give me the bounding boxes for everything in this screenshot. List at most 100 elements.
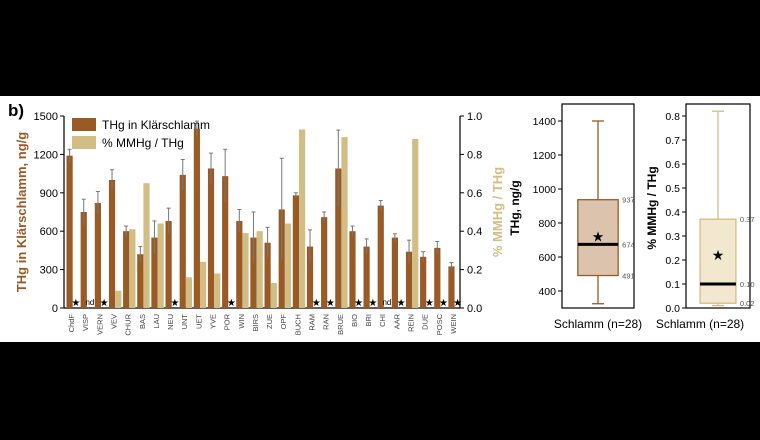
- box-ytick-label: 1400: [533, 116, 557, 128]
- bar-thg: [335, 168, 342, 308]
- bar-thg: [349, 231, 356, 308]
- bar-thg: [306, 246, 314, 308]
- x-tick-label: ZUE: [265, 314, 274, 329]
- right-ytick-label: 1.0: [467, 111, 482, 123]
- iqr-box: [699, 218, 737, 304]
- bar-thg: [321, 217, 328, 308]
- x-tick-label: DUE: [421, 314, 430, 330]
- x-tick-label: UNT: [180, 314, 189, 330]
- x-tick-label: UET: [194, 314, 203, 329]
- nd-marker: nd: [382, 298, 391, 307]
- box-plot-thg-ylabel: THg, ng/g: [508, 180, 522, 235]
- box-ytick-label: 800: [538, 218, 556, 230]
- box-ytick-label: 0.2: [665, 255, 680, 267]
- right-ytick-label: 0.8: [467, 149, 482, 161]
- bar-thg: [108, 180, 116, 308]
- x-tick-label: CHI: [378, 314, 387, 327]
- star-marker: ★: [227, 298, 236, 309]
- x-tick-label: YVE: [209, 314, 218, 329]
- bar-mmhg: [214, 273, 221, 308]
- panel-label: b): [8, 101, 24, 120]
- box-ytick-label: 0.0: [665, 303, 680, 315]
- bar-mmhg: [185, 277, 193, 308]
- x-tick-label: VERN: [95, 314, 104, 335]
- x-tick-label: REIN: [407, 314, 416, 332]
- x-tick-label: POR: [223, 313, 232, 330]
- bar-thg: [236, 220, 243, 308]
- left-ytick-label: 1200: [34, 149, 58, 161]
- bar-thg: [363, 246, 370, 308]
- bar-thg: [151, 237, 158, 308]
- bar-thg: [250, 237, 257, 308]
- box-plot-thg: 400 600 800 1000 1200 1400 ★ 937 674 491 THg, ng/…: [508, 103, 642, 331]
- iqr-box: [577, 199, 619, 277]
- bar-thg: [264, 242, 271, 308]
- left-ytick-label: 1500: [34, 111, 58, 123]
- bar-thg: [292, 195, 299, 308]
- box-value-label: 0.10: [740, 280, 755, 289]
- mean-marker: ★: [592, 229, 605, 245]
- bar-thg: [391, 237, 398, 308]
- bar-thg: [377, 205, 384, 308]
- star-marker: ★: [326, 298, 335, 309]
- box-ytick-label: 0.7: [665, 135, 680, 147]
- x-tick-label: BRUE: [336, 314, 345, 335]
- bar-mmhg: [284, 223, 292, 308]
- box-ytick-label: 0.5: [665, 183, 680, 195]
- bar-mmhg: [115, 290, 122, 308]
- left-ytick-label: 0: [52, 303, 58, 315]
- box-ytick-label: 0.6: [665, 159, 680, 171]
- box-value-label: 0.02: [740, 299, 755, 308]
- star-marker: ★: [439, 298, 448, 309]
- box-ytick-label: 600: [538, 252, 556, 264]
- box-value-label: 937: [622, 196, 635, 205]
- bar-thg: [80, 212, 87, 308]
- bar-thg: [434, 247, 441, 308]
- bar-thg: [420, 256, 427, 308]
- legend-label-thg: THg in Klärschlamm: [102, 118, 210, 132]
- box-plot-mmhg: 0.0 0.1 0.2 0.3 0.4 0.5 0.6 0.7 0.8 ★ 0.37 0.10 0.02…: [645, 103, 755, 331]
- bar-thg: [123, 231, 130, 308]
- right-ytick-label: 0.4: [467, 226, 482, 238]
- bar-mmhg: [157, 223, 164, 308]
- box-value-label: 674: [622, 240, 635, 249]
- bar-thg: [193, 128, 200, 308]
- bar-thg: [207, 168, 215, 308]
- star-marker: ★: [453, 298, 462, 309]
- bar-thg: [66, 155, 73, 308]
- bar-thg: [448, 266, 455, 308]
- legend-swatch-thg: [72, 118, 96, 131]
- box-ytick-label: 0.8: [665, 111, 680, 123]
- box-value-label: 0.37: [740, 215, 755, 224]
- bar-mmhg: [242, 233, 249, 308]
- star-marker: ★: [100, 298, 109, 309]
- bar-thg: [165, 220, 172, 308]
- bar-mmhg: [143, 183, 150, 308]
- x-tick-label: VISP: [81, 314, 90, 331]
- x-tick-label: POSC: [435, 313, 444, 335]
- x-tick-label: CHUR: [124, 313, 133, 335]
- box-ytick-label: 0.3: [665, 231, 680, 243]
- right-ytick-label: 0.0: [467, 303, 482, 315]
- nd-marker: nd: [85, 298, 94, 307]
- x-tick-label: BAS: [138, 314, 147, 329]
- bar-thg: [137, 254, 144, 308]
- star-marker: ★: [354, 298, 363, 309]
- box-plot-thg-xlabel: Schlamm (n=28): [554, 317, 642, 331]
- x-tick-label: AAR: [392, 313, 401, 329]
- x-tick-label: VEV: [110, 314, 119, 329]
- x-tick-label: OPF: [279, 314, 288, 330]
- x-tick-label: RAM: [308, 314, 317, 331]
- bar-mmhg: [270, 283, 277, 308]
- right-axis-label: % MMHg / THg: [490, 167, 505, 257]
- bar-mmhg: [256, 231, 263, 308]
- bar-thg: [222, 176, 229, 308]
- box-value-label: 491: [622, 272, 635, 281]
- left-ytick-label: 900: [40, 188, 58, 200]
- box-plot-thg-frame: [561, 103, 635, 309]
- figure-svg: b) 0 300 600 900 1200 1500 0.0 0.2 0.4 0.6 0.8 1.0 ★…: [8, 101, 755, 336]
- bar-mmhg: [199, 261, 207, 308]
- x-tick-label: RAN: [322, 314, 331, 330]
- box-plot-mmhg-ylabel: % MMHg / THg: [645, 166, 659, 249]
- bar-thg: [94, 203, 101, 308]
